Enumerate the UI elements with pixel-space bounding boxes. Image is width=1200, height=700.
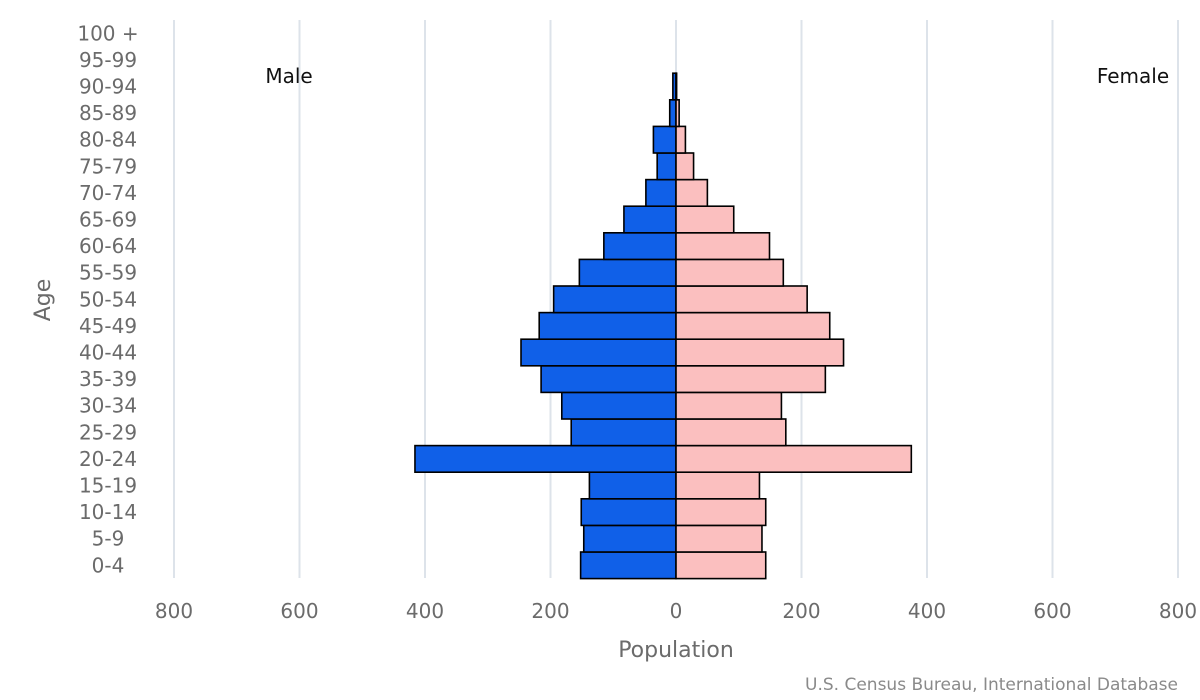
age-label: 70-74 bbox=[79, 181, 137, 205]
bar-male-80-84[interactable] bbox=[652, 125, 677, 154]
bar-male-10-14[interactable] bbox=[580, 497, 677, 527]
age-label: 10-14 bbox=[79, 500, 137, 524]
age-label: 55-59 bbox=[79, 261, 137, 285]
x-axis-ticks: 800 600 400 200 0 200 400 600 800 bbox=[155, 599, 1197, 623]
age-label: 30-34 bbox=[79, 394, 137, 418]
age-label: 15-19 bbox=[79, 474, 137, 498]
x-tick-label: 600 bbox=[280, 599, 318, 623]
x-tick-label: 800 bbox=[155, 599, 193, 623]
bar-female-15-19[interactable] bbox=[675, 471, 761, 500]
bar-male-5-9[interactable] bbox=[582, 524, 677, 553]
bar-female-45-49[interactable] bbox=[675, 311, 831, 341]
bar-female-60-64[interactable] bbox=[675, 232, 771, 261]
x-tick-label: 400 bbox=[406, 599, 444, 623]
bar-male-20-24[interactable] bbox=[414, 444, 677, 474]
bar-female-85-89[interactable] bbox=[675, 99, 680, 128]
bar-female-75-79[interactable] bbox=[675, 152, 695, 181]
bar-male-35-39[interactable] bbox=[540, 364, 677, 394]
female-annotation: Female bbox=[1097, 64, 1169, 88]
bar-male-50-54[interactable] bbox=[552, 285, 677, 314]
age-label: 100 + bbox=[77, 21, 138, 45]
age-label: 45-49 bbox=[79, 314, 137, 338]
bar-female-30-34[interactable] bbox=[675, 391, 783, 420]
bar-male-60-64[interactable] bbox=[603, 232, 677, 261]
x-tick-label: 200 bbox=[531, 599, 569, 623]
age-label: 5-9 bbox=[92, 527, 125, 551]
bar-female-0-4[interactable] bbox=[675, 551, 767, 580]
bar-female-70-74[interactable] bbox=[675, 178, 709, 208]
age-label: 90-94 bbox=[79, 75, 137, 99]
age-label: 60-64 bbox=[79, 234, 137, 258]
bar-female-55-59[interactable] bbox=[675, 258, 785, 287]
bar-male-0-4[interactable] bbox=[579, 551, 677, 580]
male-annotation: Male bbox=[265, 64, 312, 88]
y-axis-title: Age bbox=[31, 279, 56, 322]
x-tick-label: 200 bbox=[782, 599, 820, 623]
x-axis-title: Population bbox=[618, 638, 734, 663]
age-label: 20-24 bbox=[79, 447, 137, 471]
credit-text: U.S. Census Bureau, International Databa… bbox=[805, 675, 1178, 695]
bar-male-75-79[interactable] bbox=[656, 152, 677, 181]
age-label: 75-79 bbox=[79, 154, 137, 178]
x-tick-label: 0 bbox=[670, 599, 683, 623]
bar-male-65-69[interactable] bbox=[623, 205, 677, 234]
bar-male-55-59[interactable] bbox=[578, 258, 677, 287]
age-label: 80-84 bbox=[79, 128, 137, 152]
bar-female-50-54[interactable] bbox=[675, 285, 808, 314]
bar-female-35-39[interactable] bbox=[675, 364, 827, 394]
bar-female-65-69[interactable] bbox=[675, 205, 735, 234]
bar-female-5-9[interactable] bbox=[675, 524, 763, 553]
bar-female-90-94[interactable] bbox=[675, 72, 678, 101]
x-tick-label: 800 bbox=[1159, 599, 1197, 623]
bar-female-10-14[interactable] bbox=[675, 497, 767, 527]
bar-male-85-89[interactable] bbox=[668, 99, 677, 128]
bar-male-15-19[interactable] bbox=[588, 471, 677, 500]
bar-female-25-29[interactable] bbox=[675, 418, 787, 447]
age-label: 85-89 bbox=[79, 101, 137, 125]
bar-female-80-84[interactable] bbox=[675, 125, 687, 154]
bar-female-40-44[interactable] bbox=[675, 338, 845, 367]
bar-male-40-44[interactable] bbox=[520, 338, 677, 367]
age-label: 40-44 bbox=[79, 341, 137, 365]
bar-male-25-29[interactable] bbox=[570, 418, 677, 447]
bar-female-20-24[interactable] bbox=[675, 444, 913, 474]
bar-male-30-34[interactable] bbox=[560, 391, 677, 420]
age-label: 50-54 bbox=[79, 287, 137, 311]
x-tick-label: 600 bbox=[1033, 599, 1071, 623]
age-label: 0-4 bbox=[92, 553, 125, 577]
bars bbox=[414, 72, 913, 580]
bar-male-70-74[interactable] bbox=[645, 178, 677, 208]
age-label: 35-39 bbox=[79, 367, 137, 391]
bar-male-45-49[interactable] bbox=[538, 311, 677, 341]
age-label: 65-69 bbox=[79, 208, 137, 232]
age-label: 95-99 bbox=[79, 48, 137, 72]
age-label: 25-29 bbox=[79, 420, 137, 444]
x-tick-label: 400 bbox=[908, 599, 946, 623]
